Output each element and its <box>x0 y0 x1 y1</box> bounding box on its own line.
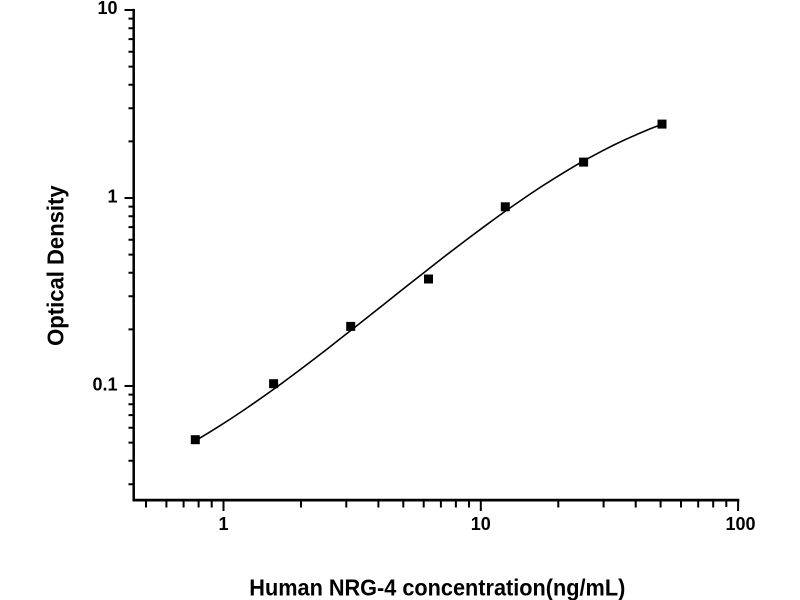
svg-text:0.1: 0.1 <box>92 375 117 395</box>
svg-text:1: 1 <box>107 187 117 207</box>
svg-text:10: 10 <box>97 0 117 18</box>
svg-text:Human NRG-4 concentration(ng/m: Human NRG-4 concentration(ng/mL) <box>249 575 625 600</box>
svg-text:100: 100 <box>725 514 755 534</box>
svg-text:10: 10 <box>471 514 491 534</box>
svg-text:Optical Density: Optical Density <box>43 185 69 346</box>
svg-text:1: 1 <box>218 514 228 534</box>
